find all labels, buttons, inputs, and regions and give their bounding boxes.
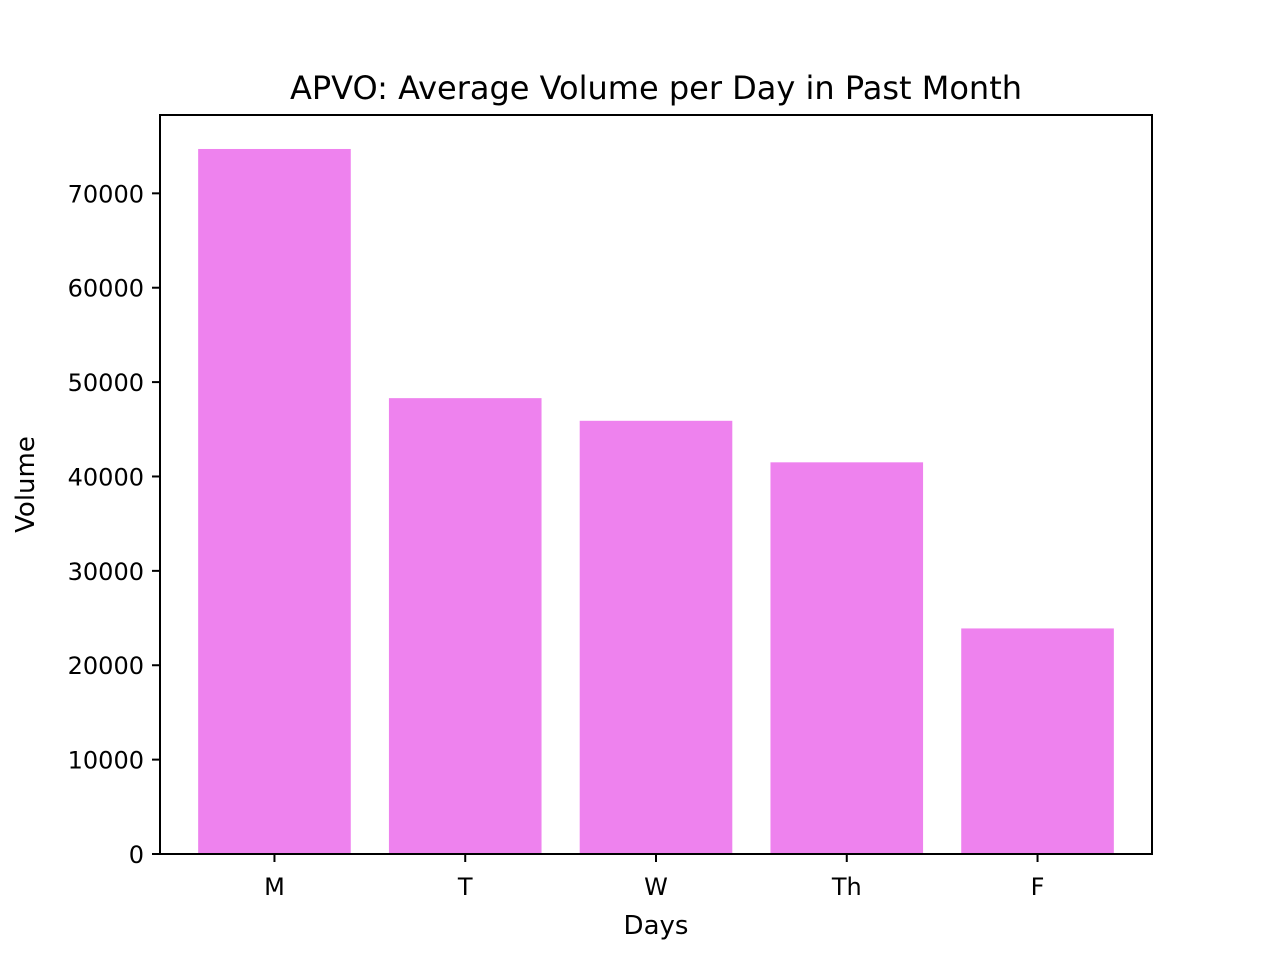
y-axis-ticks: 0 10000 20000 30000 40000 50000 60000 70000 xyxy=(68,180,160,869)
y-tick-label: 60000 xyxy=(68,275,144,303)
x-axis-label: Days xyxy=(624,911,689,941)
x-tick-label: M xyxy=(264,873,285,901)
x-tick-label: F xyxy=(1031,873,1045,901)
bar-m xyxy=(198,148,351,855)
y-tick-label: 0 xyxy=(129,841,144,869)
bar-f xyxy=(961,628,1114,854)
y-tick-label: 70000 xyxy=(68,180,144,208)
x-tick-label: Th xyxy=(831,873,862,901)
y-tick-label: 10000 xyxy=(68,747,144,775)
x-axis-ticks: M T W Th F xyxy=(264,854,1044,901)
y-tick-label: 40000 xyxy=(68,463,144,491)
chart-title: APVO: Average Volume per Day in Past Mon… xyxy=(290,69,1022,107)
bars-layer xyxy=(198,148,1114,855)
y-tick-label: 20000 xyxy=(68,652,144,680)
x-tick-label: W xyxy=(644,873,668,901)
bar-w xyxy=(579,420,733,854)
y-tick-label: 30000 xyxy=(68,558,144,586)
bar-t xyxy=(388,398,542,854)
y-tick-label: 50000 xyxy=(68,369,144,397)
bar-th xyxy=(770,462,924,854)
plot-area-frame xyxy=(159,114,1153,855)
y-axis-label: Volume xyxy=(11,436,41,533)
x-tick-label: T xyxy=(457,873,473,901)
